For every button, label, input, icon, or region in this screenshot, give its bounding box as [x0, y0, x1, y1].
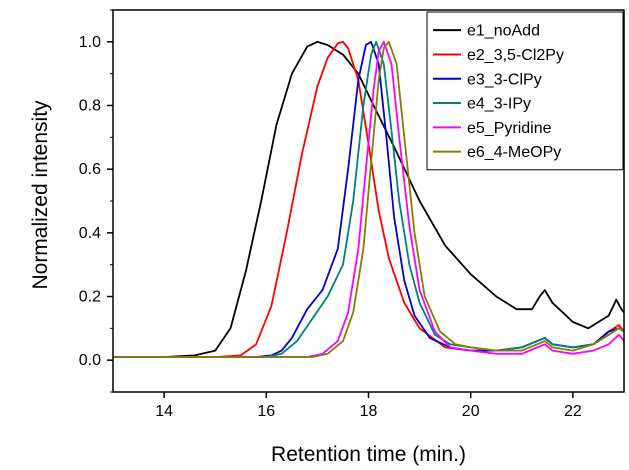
series-line-4 — [113, 40, 625, 358]
ticks-layer: 14 16 18 20 22 0.0 0.2 0.4 0.6 0.8 1.0 — [79, 9, 582, 420]
legend-box — [426, 11, 624, 171]
x-axis-title: Retention time (min.) — [271, 443, 466, 466]
x-tick-label: 18 — [360, 403, 378, 420]
y-tick-label: 0.2 — [79, 289, 101, 306]
legend-label-6: e6_4-MeOPy — [467, 144, 561, 161]
x-tick-label: 22 — [564, 403, 582, 420]
x-tick-label: 14 — [155, 403, 173, 420]
series-line-6 — [113, 40, 625, 358]
legend-label-3: e3_3-ClPy — [467, 71, 542, 88]
x-tick-label: 16 — [257, 403, 275, 420]
y-tick-label: 1.0 — [79, 34, 101, 51]
legend-label-2: e2_3,5-Cl2Py — [467, 47, 564, 64]
legend-label-1: e1_noAdd — [467, 23, 540, 40]
y-tick-label: 0.8 — [79, 98, 101, 115]
y-tick-label: 0.6 — [79, 161, 101, 178]
y-tick-label: 0.0 — [79, 352, 101, 369]
series-line-5 — [113, 40, 625, 358]
x-tick-label: 20 — [462, 403, 480, 420]
y-axis-title: Normalized intensity — [29, 100, 52, 290]
legend: e1_noAdd e2_3,5-Cl2Py e3_3-ClPy e4_3-IPy e5_… — [426, 11, 624, 171]
series-line-1 — [113, 40, 625, 358]
legend-label-5: e5_Pyridine — [467, 120, 552, 137]
y-tick-label: 0.4 — [79, 225, 101, 242]
legend-label-4: e4_3-IPy — [467, 96, 531, 113]
series-layer — [113, 40, 625, 358]
